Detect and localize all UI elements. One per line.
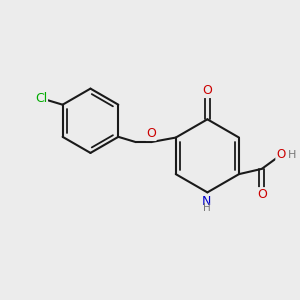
Text: O: O <box>146 128 156 140</box>
Text: Cl: Cl <box>35 92 47 105</box>
Text: H: H <box>203 203 211 213</box>
Text: O: O <box>276 148 285 161</box>
Text: O: O <box>202 85 212 98</box>
Text: N: N <box>202 195 212 208</box>
Text: O: O <box>257 188 267 201</box>
Text: H: H <box>288 150 296 160</box>
